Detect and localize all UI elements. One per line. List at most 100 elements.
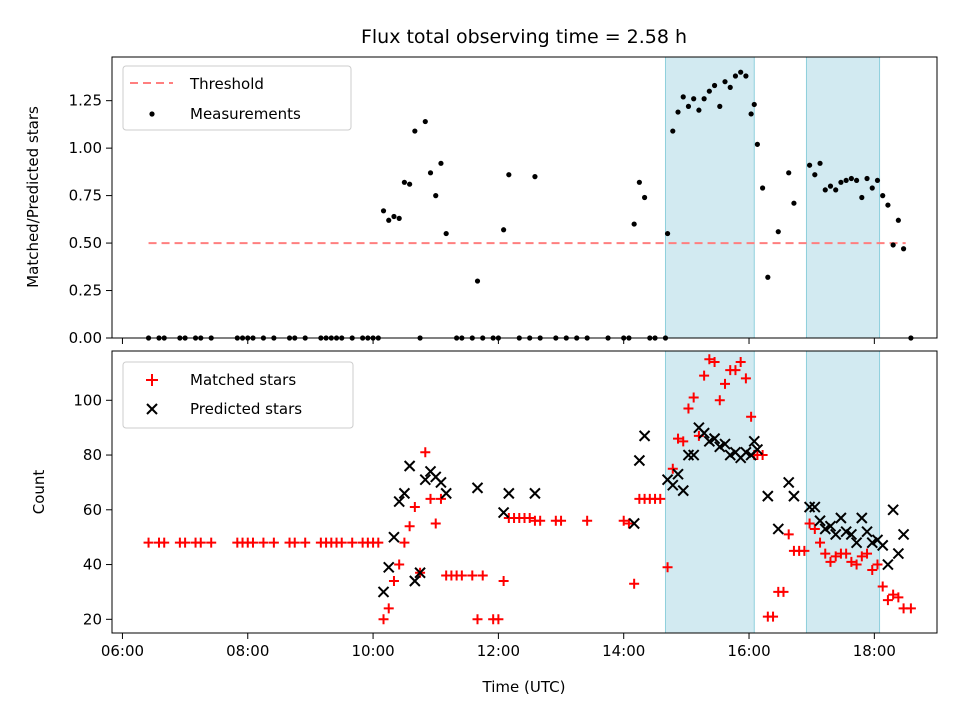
predicted-star-point (809, 501, 821, 513)
matched-star-point (820, 548, 831, 559)
matched-star-point (778, 586, 789, 597)
predicted-star-point (850, 536, 863, 549)
matched-star-point (493, 614, 504, 625)
top-y-axis-label: Matched/Predicted stars (24, 106, 42, 288)
matched-star-point (498, 575, 509, 586)
predicted-star-point (856, 512, 868, 524)
matched-star-point (159, 537, 170, 548)
measurement-point (874, 177, 881, 184)
predicted-star-point (892, 547, 905, 560)
top-legend-box (122, 65, 352, 131)
measurement-point (751, 101, 757, 108)
measurement-point (880, 193, 886, 199)
bottom-legend: Matched stars Predicted stars (122, 361, 354, 429)
y-tick-label: 20 (83, 610, 102, 628)
top-panel: 0.00 0.25 0.50 0.75 1.00 1.25 Matched/Predict… (24, 56, 938, 347)
y-tick-label: 100 (73, 391, 102, 409)
measurement-point (791, 200, 797, 206)
measurement-point (748, 111, 754, 117)
measurement-point (760, 185, 766, 191)
predicted-star-point (887, 504, 899, 516)
matched-star-point (704, 354, 715, 365)
predicted-star-point (435, 476, 447, 489)
y-tick-label: 80 (83, 446, 102, 464)
matched-star-point (862, 548, 873, 559)
predicted-star-point (440, 487, 452, 500)
matched-star-point (799, 545, 810, 556)
measurement-point (636, 179, 642, 185)
matched-star-point (143, 537, 154, 548)
measurement-point (869, 185, 875, 191)
matched-star-point (258, 537, 269, 548)
measurement-point (895, 217, 901, 223)
measurement-point (812, 172, 818, 178)
matched-legend-label: Matched stars (190, 371, 296, 389)
predicted-star-point (835, 512, 847, 524)
x-tick-label: 10:00 (351, 642, 394, 660)
matched-star-point (556, 515, 567, 526)
measurement-point (664, 230, 671, 237)
predicted-star-point (377, 586, 390, 598)
matched-star-point (851, 559, 862, 570)
matched-star-point (623, 518, 634, 529)
matched-star-point (268, 537, 279, 548)
matched-star-point (841, 548, 852, 559)
measurement-point (685, 103, 692, 109)
predicted-star-point (814, 515, 826, 527)
matched-star-point (289, 537, 300, 548)
bottom-x-ticks: 06:00 08:00 10:00 12:00 14:00 16:00 18:00 (101, 633, 896, 660)
predicted-star-point (682, 449, 695, 461)
predicted-legend-label: Predicted stars (190, 400, 302, 418)
predicted-star-point (845, 528, 858, 541)
measurement-point (833, 187, 839, 193)
measurement-point (890, 242, 896, 248)
measurement-point (775, 229, 781, 235)
measurement-point (722, 79, 728, 85)
shaded-region (805, 350, 881, 634)
measurement-point (696, 107, 702, 113)
predicted-legend-swatch (146, 403, 158, 415)
predicted-star-point (762, 490, 774, 502)
predicted-star-point (409, 575, 421, 587)
predicted-star-point (398, 487, 411, 500)
matched-star-point (699, 370, 710, 381)
measurement-point (396, 215, 402, 221)
predicted-star-point (772, 523, 784, 535)
predicted-star-point (751, 443, 764, 456)
matched-star-point (730, 365, 741, 376)
predicted-star-point (829, 528, 842, 541)
matched-star-point (388, 575, 399, 586)
threshold-legend-label: Threshold (189, 75, 264, 93)
measurement-point (817, 160, 823, 166)
measurement-point (827, 183, 834, 189)
predicted-star-point (708, 432, 721, 445)
measurement-point (501, 227, 507, 233)
matched-star-point (535, 515, 546, 526)
matched-star-point (783, 529, 794, 540)
matched-star-point (735, 356, 746, 367)
measurement-point (848, 175, 854, 182)
matched-star-point (830, 551, 841, 562)
measurement-point (765, 274, 771, 280)
x-tick-label: 06:00 (101, 642, 144, 660)
bottom-legend-box (122, 361, 354, 429)
predicted-star-point (882, 558, 894, 571)
predicted-star-point (824, 520, 837, 532)
x-tick-label: 12:00 (477, 642, 520, 660)
matched-star-point (582, 515, 593, 526)
matched-star-point (347, 537, 358, 548)
matched-star-point (336, 537, 347, 548)
measurement-point (438, 160, 444, 166)
measurement-point (631, 221, 637, 227)
measurement-point (691, 96, 697, 102)
predicted-star-point (788, 490, 800, 502)
matched-star-point (709, 356, 720, 367)
measurement-point (474, 278, 481, 284)
matched-star-point (300, 537, 311, 548)
predicted-star-point (719, 438, 731, 450)
predicted-star-point (667, 479, 679, 491)
top-legend: Threshold Measurements (122, 65, 352, 131)
measurement-point (864, 175, 870, 182)
measurement-point (717, 103, 723, 109)
